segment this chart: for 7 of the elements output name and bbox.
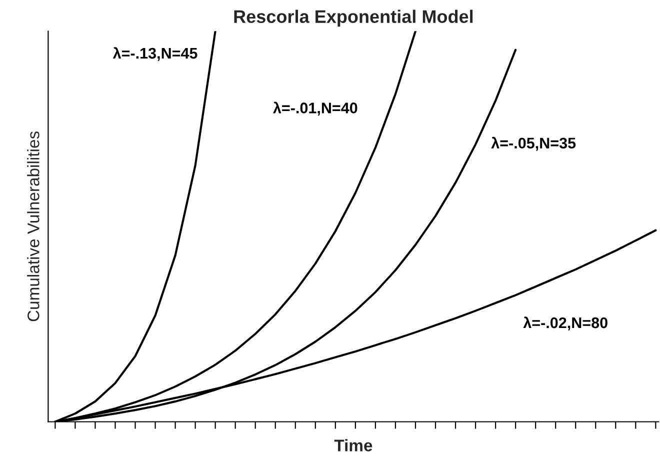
series-label: λ=-.01,N=40 [273,102,358,116]
y-axis-title: Cumulative Vulnerabilities [27,131,40,322]
chart-title: Rescorla Exponential Model [234,10,473,27]
x-axis-title: Time [334,439,372,452]
series-label: λ=-.02,N=80 [523,316,608,330]
series-label: λ=-.13,N=45 [112,47,198,61]
series-label: λ=-.05,N=35 [491,136,576,151]
